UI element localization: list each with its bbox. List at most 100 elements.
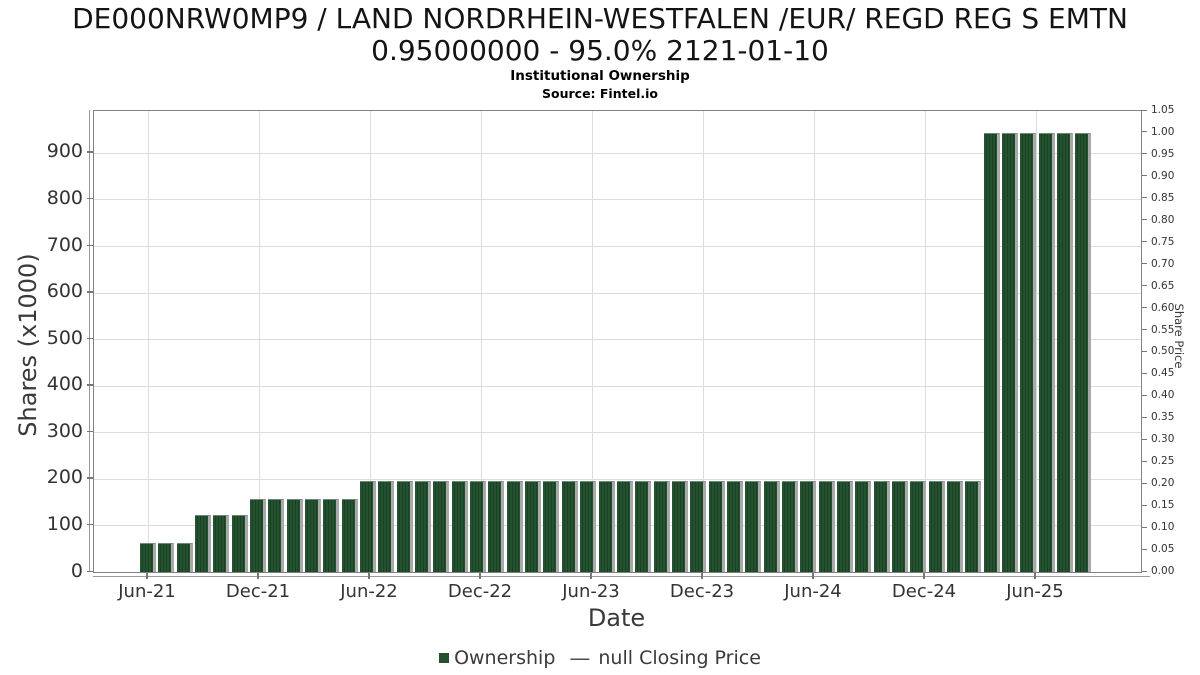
ownership-bar xyxy=(268,498,285,572)
legend-ownership-label: Ownership xyxy=(454,647,556,669)
ownership-bar xyxy=(1001,133,1018,572)
y2-tick-label: 0.10 xyxy=(1151,521,1175,534)
h-gridline xyxy=(94,292,1141,294)
y2-tick-label: 0.70 xyxy=(1151,257,1175,270)
ownership-bar xyxy=(561,481,578,572)
y2-tick-mark xyxy=(1141,570,1147,572)
v-gridline xyxy=(259,111,260,572)
y2-tick-label: 0.20 xyxy=(1151,477,1175,490)
ownership-bar xyxy=(1057,133,1073,572)
ownership-bar xyxy=(543,481,560,572)
chart-title-line1: DE000NRW0MP9 / LAND NORDRHEIN-WESTFALEN … xyxy=(72,2,1128,35)
y2-tick-mark xyxy=(1141,416,1147,418)
y-tick-mark xyxy=(87,244,93,247)
ownership-bar xyxy=(158,543,175,572)
y-tick-label: 500 xyxy=(46,326,83,349)
h-gridline xyxy=(94,199,1141,201)
x-tick-mark xyxy=(257,572,259,579)
ownership-bar xyxy=(855,481,872,572)
plot-area xyxy=(93,110,1142,573)
ownership-bar xyxy=(451,481,468,572)
y2-tick-label: 0.80 xyxy=(1151,213,1175,226)
x-tick-mark xyxy=(479,572,481,579)
x-tick-mark xyxy=(590,572,592,579)
h-gridline xyxy=(94,246,1141,248)
secondary-bottom-spine xyxy=(93,576,1150,577)
ownership-bar xyxy=(891,481,908,572)
x-tick-label: Dec-22 xyxy=(447,581,513,602)
ownership-bar xyxy=(1038,133,1055,572)
ownership-bar xyxy=(1075,133,1092,572)
y-tick-label: 800 xyxy=(46,186,83,209)
ownership-bar xyxy=(213,515,230,572)
y2-tick-label: 0.65 xyxy=(1151,279,1175,292)
ownership-bar xyxy=(745,481,762,572)
y-tick-mark xyxy=(87,477,93,479)
ownership-bar xyxy=(598,481,615,572)
y-tick-mark xyxy=(87,523,93,526)
ownership-bar xyxy=(250,498,267,572)
y2-tick-label: 0.55 xyxy=(1151,323,1175,336)
y2-tick-label: 1.05 xyxy=(1151,104,1175,116)
x-tick-mark xyxy=(923,572,925,579)
x-tick-mark xyxy=(701,572,703,579)
ownership-bar xyxy=(983,133,1000,572)
y-tick-mark xyxy=(87,384,93,386)
y2-tick-label: 0.50 xyxy=(1151,345,1175,358)
y-tick-mark xyxy=(87,151,93,153)
y2-tick-label: 0.85 xyxy=(1151,191,1175,204)
ownership-bar xyxy=(1020,133,1037,572)
ownership-bar xyxy=(781,481,798,572)
y-tick-mark xyxy=(87,337,93,340)
x-tick-label: Jun-25 xyxy=(1006,581,1064,602)
v-gridline xyxy=(1036,111,1037,572)
ownership-bar xyxy=(360,481,377,572)
ownership-bar xyxy=(616,481,633,572)
y2-tick-label: 0.35 xyxy=(1151,411,1175,424)
y2-tick-mark xyxy=(1141,241,1147,243)
y2-tick-mark xyxy=(1141,285,1147,287)
y2-tick-label: 0.40 xyxy=(1151,389,1175,402)
y-axis-title: Shares (x1000) xyxy=(14,253,42,437)
ownership-bar xyxy=(708,481,725,572)
y2-tick-mark xyxy=(1141,350,1147,352)
ownership-bar xyxy=(818,481,835,572)
h-gridline xyxy=(94,478,1141,480)
x-tick-label: Dec-21 xyxy=(225,581,291,602)
x-tick-mark xyxy=(146,572,148,579)
ownership-bar xyxy=(470,481,487,572)
ownership-bar xyxy=(965,481,982,572)
ownership-bar xyxy=(176,543,193,572)
y2-tick-label: 0.45 xyxy=(1151,367,1175,380)
ownership-bar xyxy=(928,481,945,572)
chart-source: Source: Fintel.io xyxy=(542,86,658,101)
x-tick-label: Dec-24 xyxy=(891,581,957,602)
v-gridline xyxy=(370,111,371,572)
h-gridline xyxy=(94,385,1141,387)
y-tick-label: 400 xyxy=(46,373,83,396)
legend-price-label: null Closing Price xyxy=(598,647,761,669)
ownership-bar xyxy=(690,481,707,572)
chart-subtitle: Institutional Ownership xyxy=(510,68,690,84)
ownership-bar xyxy=(763,481,780,572)
v-gridline xyxy=(148,111,149,572)
y2-tick-label: 1.00 xyxy=(1151,125,1175,138)
x-tick-mark xyxy=(368,572,370,579)
secondary-left-spine xyxy=(89,110,90,571)
legend: Ownership — null Closing Price xyxy=(0,646,1200,670)
y2-tick-mark xyxy=(1141,548,1147,550)
ownership-bar xyxy=(525,481,542,572)
ownership-bar xyxy=(506,481,523,572)
x-tick-label: Jun-24 xyxy=(784,581,842,602)
v-gridline xyxy=(481,111,482,572)
y2-tick-mark xyxy=(1141,219,1147,221)
y2-tick-label: 0.05 xyxy=(1151,543,1175,556)
ownership-bar xyxy=(341,498,358,572)
y-tick-label: 0 xyxy=(70,559,83,582)
v-gridline xyxy=(703,111,704,572)
y-tick-label: 300 xyxy=(46,419,83,442)
y2-tick-mark xyxy=(1141,197,1147,199)
x-tick-label: Jun-23 xyxy=(562,581,620,602)
v-gridline xyxy=(925,111,926,572)
y2-tick-mark xyxy=(1141,307,1147,309)
